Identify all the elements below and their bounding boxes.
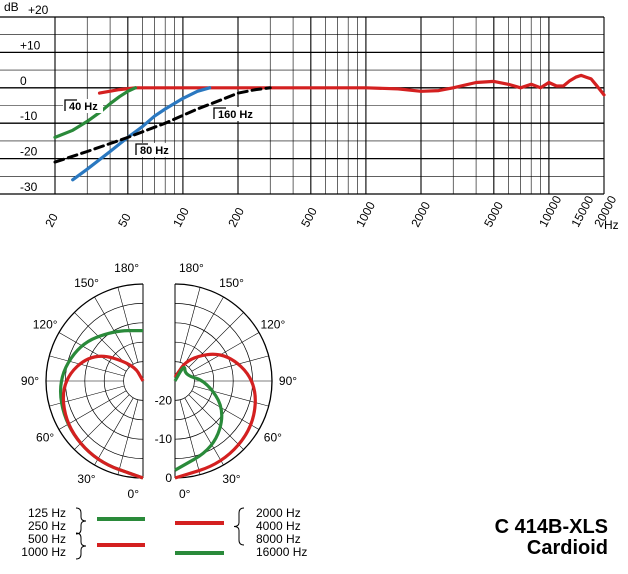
legend-label-left-bottom: 500 Hz	[28, 532, 66, 546]
polar-angle-label-right: 120°	[260, 318, 285, 332]
legend-brace-right-top	[233, 507, 245, 546]
y-tick-label: -30	[20, 180, 38, 194]
x-tick-label: 100	[170, 205, 192, 230]
x-tick-label: 50	[115, 211, 134, 230]
freq-response-curve	[53, 86, 137, 139]
polar-angle-label-left: 60°	[36, 431, 54, 445]
polar-spoke-left	[117, 399, 139, 475]
polar-pattern-curve	[61, 354, 145, 480]
polar-spoke-left	[117, 287, 139, 363]
polar-pattern-curve	[173, 365, 224, 472]
polar-spoke-right	[191, 332, 260, 372]
x-tick-label: 1000	[353, 199, 378, 229]
polar-spoke-right	[184, 397, 224, 466]
polar-spoke-left	[58, 390, 127, 430]
annotation-80hz: 80 Hz	[140, 145, 169, 157]
polar-angle-label-right: 0°	[179, 487, 191, 501]
polar-spoke-right	[179, 287, 201, 363]
polar-spoke-right	[193, 355, 269, 377]
y-tick-label: -10	[20, 109, 38, 123]
polar-spoke-left	[74, 394, 130, 450]
x-tick-label: 20	[42, 211, 61, 230]
product-model: C 414B-XLS	[494, 516, 608, 538]
polar-pattern-curve	[58, 329, 144, 480]
polar-angle-label-right: 150°	[219, 276, 244, 290]
polar-radial-label: -10	[155, 432, 173, 446]
legend-label-right-top: 8000 Hz	[256, 532, 301, 546]
polar-radial-label: -20	[155, 393, 173, 407]
polar-radial-label: 0	[165, 471, 172, 485]
legend-label-left-top: 125 Hz	[28, 506, 66, 520]
y-tick-label: +20	[28, 3, 49, 17]
annotation-40hz-bracket	[64, 99, 77, 111]
legend-brace-left-bottom	[75, 532, 87, 560]
y-axis-label: dB	[4, 0, 19, 14]
polar-angle-label-left: 30°	[77, 472, 95, 486]
polar-spoke-right	[184, 296, 224, 365]
polar-angle-label-left: 90°	[21, 374, 39, 388]
polar-angle-label-right: 180°	[179, 261, 204, 275]
x-tick-label: 5000	[481, 199, 506, 229]
x-tick-label: 2000	[408, 199, 433, 229]
polar-spoke-left	[94, 397, 134, 466]
annotation-160hz-bg	[212, 107, 256, 121]
product-title: C 414B-XLS Cardioid	[495, 517, 608, 559]
legend-label-right-top: 2000 Hz	[256, 506, 301, 520]
polar-angle-label-left: 150°	[74, 276, 99, 290]
polar-pattern-name: Cardioid	[526, 537, 608, 559]
annotation-160hz-bracket	[213, 107, 226, 119]
annotation-80hz-bg	[134, 143, 174, 157]
polar-angle-label-right: 60°	[264, 431, 282, 445]
x-tick-label: 10000	[536, 193, 564, 229]
polar-spoke-right	[188, 312, 244, 368]
polar-gap	[144, 370, 174, 392]
annotation-40hz: 40 Hz	[69, 101, 98, 113]
polar-spoke-right	[191, 390, 260, 430]
polar-angle-label-left: 180°	[114, 261, 139, 275]
polar-spoke-right	[193, 385, 269, 407]
annotation-40hz-bg	[63, 99, 103, 113]
polar-angle-label-right: 30°	[222, 472, 240, 486]
polar-spoke-left	[74, 312, 130, 368]
freq-response-curve	[71, 86, 212, 182]
freq-response-curve	[97, 73, 606, 97]
legend-label-left-bottom: 1000 Hz	[21, 545, 66, 559]
legend-label-right-top: 4000 Hz	[256, 519, 301, 533]
x-tick-label: 500	[298, 205, 320, 230]
y-tick-label: -20	[20, 145, 38, 159]
polar-spoke-left	[49, 355, 125, 377]
legend-label-right-bottom: 16000 Hz	[256, 545, 307, 559]
polar-angle-label-left: 0°	[128, 487, 140, 501]
x-tick-label: 200	[225, 205, 247, 230]
freq-response-curve	[53, 86, 272, 164]
y-tick-label: 0	[20, 74, 27, 88]
annotation-80hz-bracket	[135, 143, 148, 155]
polar-spoke-right	[188, 394, 244, 450]
legend-label-left-top: 250 Hz	[28, 519, 66, 533]
polar-angle-label-right: 90°	[279, 374, 297, 388]
polar-pattern-curve	[173, 352, 257, 480]
polar-ring-left	[123, 361, 144, 401]
polar-angle-label-left: 120°	[33, 318, 58, 332]
annotation-160hz: 160 Hz	[218, 109, 253, 121]
y-tick-label: +10	[20, 38, 41, 52]
polar-ring-right	[174, 361, 195, 401]
x-axis-label: Hz	[604, 218, 619, 232]
polar-spoke-right	[179, 399, 201, 475]
legend-brace-left-top	[75, 507, 87, 535]
polar-spoke-left	[58, 332, 127, 372]
